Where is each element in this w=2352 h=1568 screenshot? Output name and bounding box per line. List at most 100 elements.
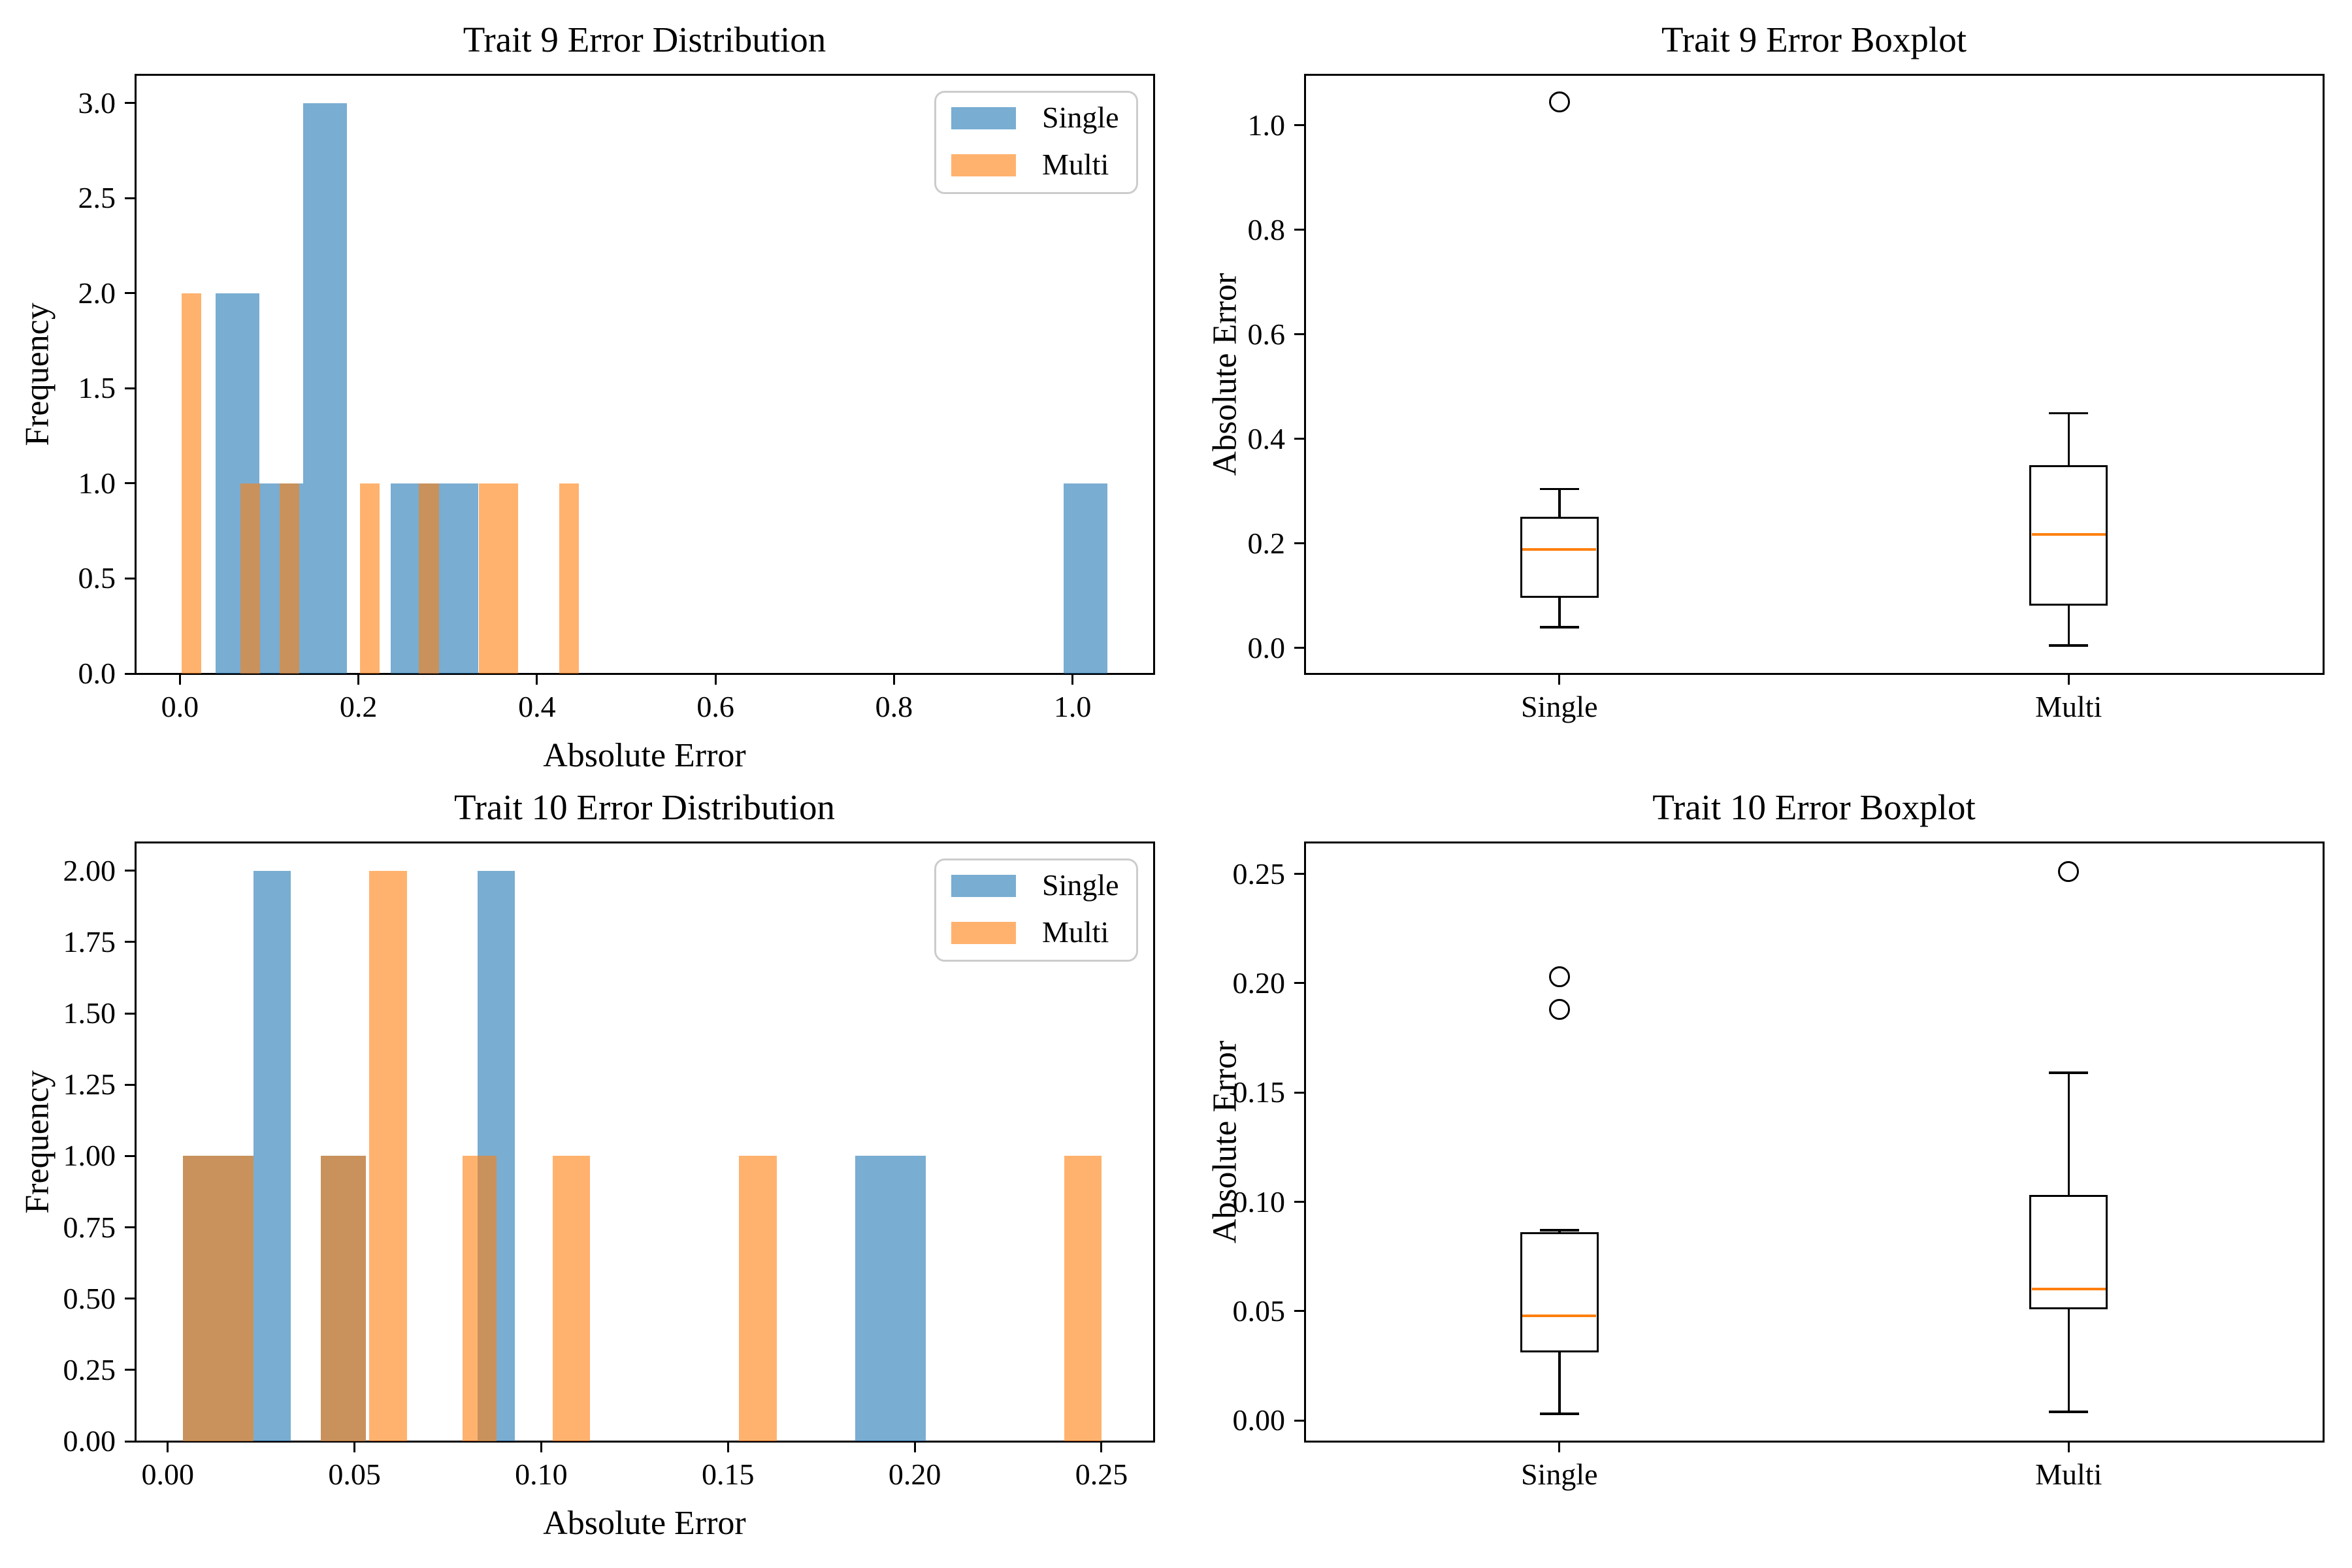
median-line (1522, 1314, 1597, 1317)
y-tick (125, 870, 135, 872)
median-line (1522, 547, 1597, 551)
hist-bar-multi (552, 1156, 590, 1441)
legend-label: Single (1042, 868, 1119, 902)
x-tick (1100, 1442, 1103, 1452)
x-tick-label: 0.2 (339, 690, 378, 723)
y-tick (125, 577, 135, 580)
legend-label: Multi (1042, 915, 1109, 949)
y-tick (1294, 1091, 1305, 1094)
hist-bar-multi (479, 483, 519, 674)
legend-swatch-single (951, 107, 1016, 129)
boxplot-box-single (1520, 516, 1599, 598)
whisker-lower (2067, 1309, 2070, 1412)
y-tick (125, 1083, 135, 1086)
outlier-marker (1548, 999, 1570, 1021)
y-tick (125, 197, 135, 199)
y-tick (1294, 1419, 1305, 1422)
boxplot-box-multi (2029, 465, 2108, 606)
x-axis-label: Absolute Error (543, 737, 746, 774)
y-tick-label: 0.15 (1232, 1075, 1286, 1109)
y-tick-label: 1.50 (63, 996, 116, 1030)
y-tick-label: 0.25 (1232, 857, 1286, 890)
axes-trait10-distribution (134, 841, 1155, 1443)
hist-bar-multi (559, 483, 580, 674)
y-tick (125, 1298, 135, 1300)
x-tick-label: Single (1520, 1458, 1598, 1491)
hist-bar-multi (280, 483, 300, 674)
whisker-cap-lower (2049, 644, 2089, 647)
hist-bar-multi (1064, 1156, 1102, 1441)
y-tick-label: 0.2 (1247, 526, 1286, 560)
y-tick-label: 0.00 (63, 1424, 116, 1458)
outlier-marker (1548, 91, 1570, 112)
y-tick (125, 102, 135, 105)
x-axis-label: Absolute Error (543, 1505, 746, 1542)
hist-bar-single (434, 483, 478, 674)
y-tick (1294, 647, 1305, 649)
y-tick (1294, 124, 1305, 127)
whisker-cap-upper (1539, 1229, 1579, 1232)
y-tick (1294, 1201, 1305, 1203)
x-tick-label: 0.00 (141, 1458, 194, 1491)
y-tick (1294, 982, 1305, 985)
x-tick-label: Single (1520, 690, 1598, 723)
y-tick (125, 482, 135, 485)
hist-bar-multi (739, 1156, 777, 1441)
hist-bar-single (253, 870, 291, 1441)
chart-title: Trait 9 Error Boxplot (1661, 20, 1967, 59)
legend-swatch-multi (951, 154, 1016, 176)
median-line (2031, 1288, 2106, 1291)
x-tick-label: 0.0 (161, 690, 199, 723)
legend-swatch-multi (951, 922, 1016, 944)
y-tick (125, 1154, 135, 1157)
y-tick (125, 672, 135, 675)
y-tick (125, 941, 135, 943)
chart-title: Trait 10 Error Boxplot (1652, 787, 1976, 827)
x-tick-label: 0.4 (518, 690, 556, 723)
whisker-cap-upper (2049, 1071, 2089, 1074)
x-tick-label: 0.6 (696, 690, 734, 723)
whisker-lower (1558, 597, 1561, 627)
whisker-upper (2067, 1073, 2070, 1196)
x-tick (536, 674, 538, 685)
y-tick-label: 0.0 (78, 657, 116, 690)
median-line (2031, 533, 2106, 536)
x-tick-label: 1.0 (1053, 690, 1092, 723)
legend-label: Single (1042, 101, 1119, 134)
whisker-cap-lower (2049, 1411, 2089, 1413)
y-tick (1294, 542, 1305, 545)
y-tick-label: 1.00 (63, 1139, 116, 1173)
y-tick (125, 1440, 135, 1443)
x-tick (353, 1442, 356, 1452)
whisker-cap-lower (1539, 626, 1579, 629)
hist-bar-single (1063, 483, 1107, 674)
y-tick (1294, 1310, 1305, 1313)
x-tick (2067, 1442, 2070, 1452)
x-tick-label: 0.15 (702, 1458, 755, 1491)
y-tick (1294, 333, 1305, 336)
y-tick-label: 0.6 (1247, 317, 1286, 351)
y-tick (125, 292, 135, 295)
y-tick-label: 1.0 (1247, 108, 1286, 142)
y-tick-label: 1.25 (63, 1068, 116, 1102)
x-tick-label: Multi (2035, 690, 2102, 723)
x-tick (178, 674, 181, 685)
y-tick (1294, 438, 1305, 440)
x-tick-label: 0.10 (515, 1458, 568, 1491)
whisker-lower (1558, 1352, 1561, 1414)
y-tick-label: 2.0 (78, 276, 116, 310)
legend-swatch-single (951, 875, 1016, 897)
x-tick (1071, 674, 1074, 685)
axes-trait9-boxplot (1303, 73, 2325, 675)
y-tick-label: 0.75 (63, 1210, 116, 1244)
y-tick-label: 0.0 (1247, 630, 1286, 664)
y-tick-label: 2.00 (63, 853, 116, 887)
axes-trait10-boxplot (1303, 841, 2325, 1443)
outlier-marker (2058, 861, 2080, 883)
whisker-cap-lower (1539, 1413, 1579, 1415)
y-tick (125, 1226, 135, 1228)
hist-bar-multi (419, 483, 439, 674)
y-tick-label: 1.0 (78, 466, 116, 500)
x-tick-label: 0.8 (875, 690, 913, 723)
y-tick-label: 0.8 (1247, 212, 1286, 246)
